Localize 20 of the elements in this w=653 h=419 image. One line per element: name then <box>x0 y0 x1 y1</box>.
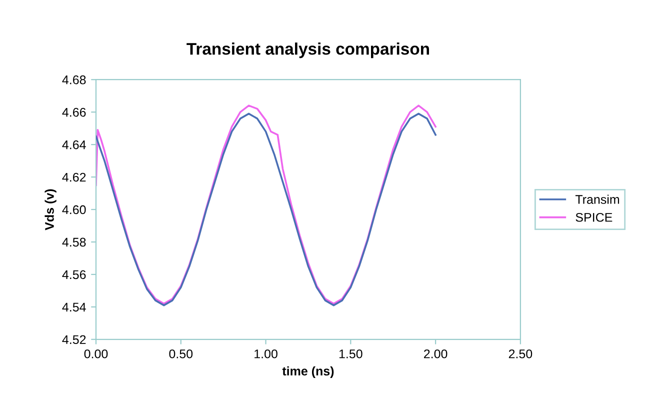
chart-title: Transient analysis comparison <box>186 42 429 58</box>
x-axis-title: time (ns) <box>282 366 334 378</box>
y-tick-label: 4.62 <box>62 172 86 182</box>
x-tick-label: 0.00 <box>84 349 108 358</box>
legend-label: SPICE <box>576 212 612 222</box>
y-tick-label: 4.58 <box>62 238 86 247</box>
y-tick-label: 4.66 <box>62 108 86 117</box>
x-tick-label: 0.50 <box>169 349 193 358</box>
y-tick-label: 4.54 <box>62 302 86 312</box>
y-tick-label: 4.52 <box>62 335 86 344</box>
legend-label: Transim <box>575 194 620 204</box>
y-tick-label: 4.60 <box>62 205 86 214</box>
x-tick-label: 2.00 <box>424 349 448 358</box>
y-tick-label: 4.56 <box>62 270 86 280</box>
y-axis-title: Vds (v) <box>44 189 56 230</box>
x-tick-label: 1.50 <box>339 349 362 358</box>
x-tick-label: 1.00 <box>254 349 278 358</box>
x-tick-label: 2.50 <box>508 349 532 358</box>
y-tick-label: 4.64 <box>62 140 86 150</box>
y-tick-label: 4.68 <box>62 75 86 84</box>
